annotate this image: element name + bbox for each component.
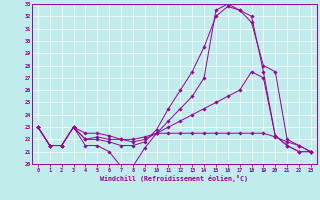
X-axis label: Windchill (Refroidissement éolien,°C): Windchill (Refroidissement éolien,°C) [100, 175, 248, 182]
